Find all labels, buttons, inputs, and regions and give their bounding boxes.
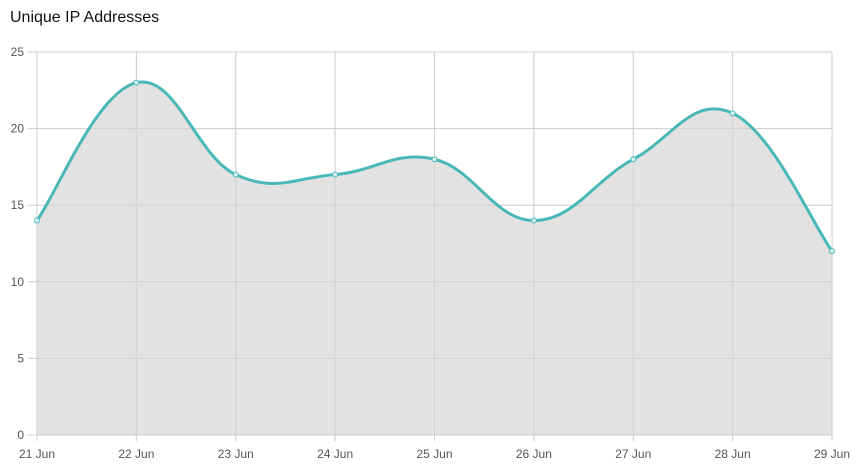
data-point[interactable] xyxy=(530,217,537,224)
x-tick-label: 23 Jun xyxy=(218,447,254,461)
data-point[interactable] xyxy=(630,156,637,163)
x-tick-label: 24 Jun xyxy=(317,447,353,461)
data-points xyxy=(34,79,835,255)
x-tick-label: 22 Jun xyxy=(118,447,154,461)
x-tick-label: 29 Jun xyxy=(814,447,850,461)
y-tick-label: 15 xyxy=(11,198,25,212)
grid-overlay xyxy=(28,51,833,441)
x-tick-label: 26 Jun xyxy=(516,447,552,461)
data-point[interactable] xyxy=(431,156,438,163)
y-tick-label: 10 xyxy=(11,275,25,289)
data-point[interactable] xyxy=(332,171,339,178)
y-tick-label: 25 xyxy=(11,45,25,59)
chart-title: Unique IP Addresses xyxy=(10,9,160,26)
data-point[interactable] xyxy=(232,171,239,178)
y-axis-labels: 0 5 10 15 20 25 xyxy=(11,45,25,442)
y-tick-label: 0 xyxy=(17,428,24,442)
x-axis-labels: 21 Jun 22 Jun 23 Jun 24 Jun 25 Jun 26 Jun 27 J… xyxy=(19,447,850,461)
data-point[interactable] xyxy=(34,217,40,224)
x-tick-label: 28 Jun xyxy=(715,447,751,461)
y-tick-label: 5 xyxy=(17,351,24,365)
data-point[interactable] xyxy=(133,79,140,86)
data-point[interactable] xyxy=(729,110,736,117)
data-point[interactable] xyxy=(829,248,835,255)
y-tick-label: 20 xyxy=(11,122,25,136)
x-tick-label: 21 Jun xyxy=(19,447,55,461)
x-tick-label: 25 Jun xyxy=(416,447,452,461)
x-tick-label: 27 Jun xyxy=(615,447,651,461)
